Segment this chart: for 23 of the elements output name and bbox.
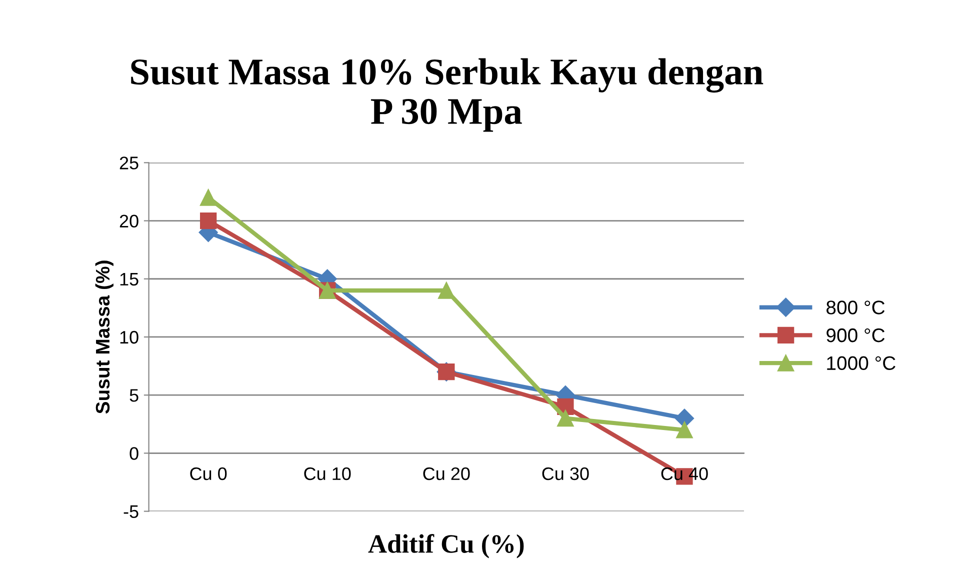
point [557,410,574,427]
x-tick-label: Cu 0 [190,467,227,480]
y-axis-title: Susut Massa (%) [95,260,114,414]
point [438,282,455,299]
y-tick-label: 20 [120,214,138,228]
point [676,422,693,438]
x-tick-label: Cu 30 [542,467,589,480]
y-tick-label: 15 [120,273,138,286]
legend-label: 800 °C [826,300,885,314]
y-tick-label: 25 [120,156,138,170]
x-tick-label: Cu 20 [423,467,470,480]
y-tick-label: 0 [130,447,138,460]
point [674,408,694,428]
y-tick-label: -5 [124,505,138,518]
y-tick-label: 5 [130,389,138,402]
point [200,212,217,230]
x-tick-label: Cu 10 [304,467,351,480]
chart-title: Susut Massa 10% Serbuk Kayu dengan P 30 Mpa [131,58,764,132]
x-axis-title: Aditif Cu (%) [368,534,524,558]
point [200,189,217,206]
y-tick-label: 10 [120,330,138,344]
legend-label: 1000 °C [827,356,896,370]
legend-label: 900 °C [826,328,885,342]
